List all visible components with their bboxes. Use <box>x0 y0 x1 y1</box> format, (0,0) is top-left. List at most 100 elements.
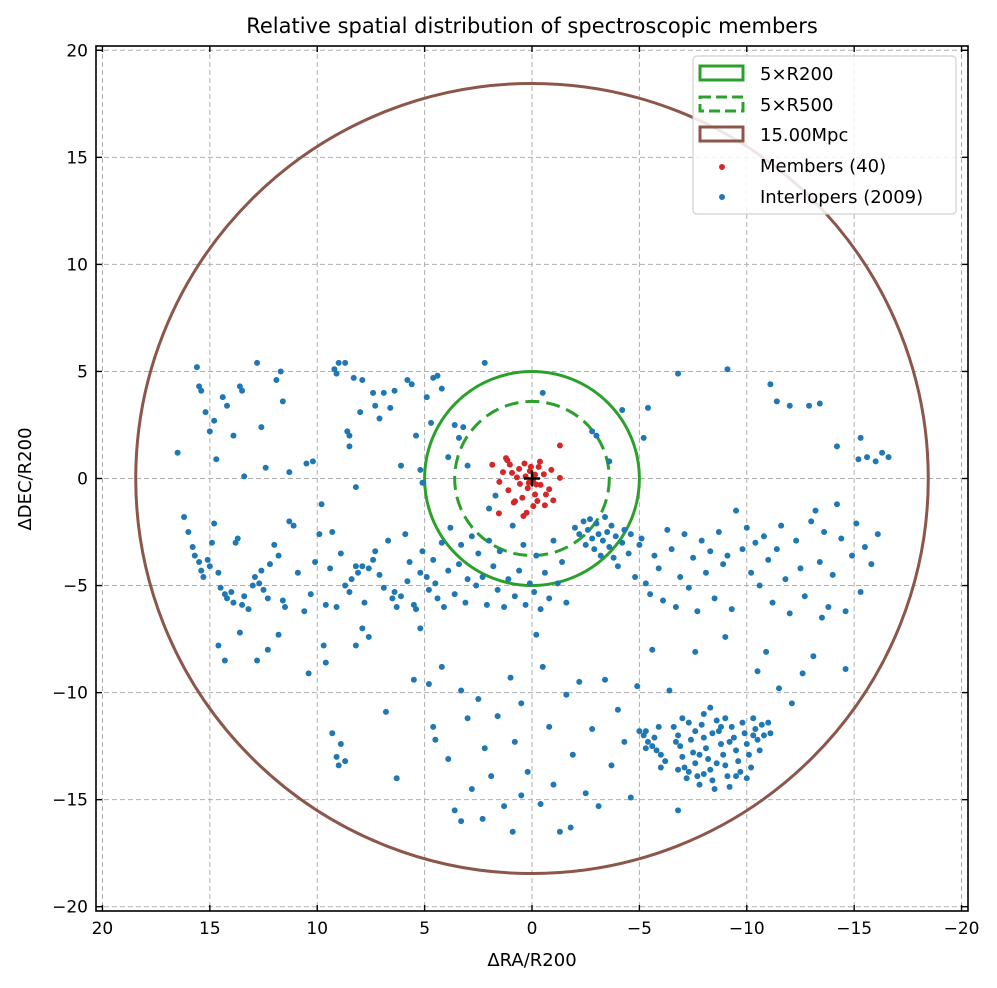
interloper-point <box>271 541 278 548</box>
interloper-point <box>451 421 458 428</box>
legend: 5×R200 5×R500 15.00Mpc Members (40) Inte… <box>692 55 957 215</box>
members-series <box>489 442 563 519</box>
member-point <box>525 479 532 486</box>
interloper-point <box>707 548 714 555</box>
interloper-point <box>685 719 692 726</box>
interloper-point <box>266 561 273 568</box>
member-point <box>535 463 542 470</box>
interloper-point <box>224 595 231 602</box>
interloper-point <box>215 569 222 576</box>
interloper-point <box>445 567 452 574</box>
interloper-point <box>322 601 329 608</box>
interloper-point <box>640 434 647 441</box>
interloper-point <box>782 576 789 583</box>
interloper-point <box>511 738 518 745</box>
interloper-point <box>492 492 499 499</box>
interloper-point <box>312 559 319 566</box>
interloper-point <box>644 738 651 745</box>
interloper-point <box>812 507 819 514</box>
interloper-point <box>479 573 486 580</box>
interloper-point <box>861 544 868 551</box>
interloper-point <box>767 730 774 737</box>
interloper-point <box>677 573 684 580</box>
interloper-point <box>451 591 458 598</box>
interloper-point <box>724 773 731 780</box>
interloper-point <box>462 599 469 606</box>
interloper-point <box>211 520 218 527</box>
interloper-point <box>580 518 587 525</box>
interloper-point <box>885 454 892 461</box>
interloper-point <box>432 580 439 587</box>
interloper-point <box>647 591 654 598</box>
interloper-point <box>842 666 849 673</box>
interloper-point <box>816 559 823 566</box>
y-tick-label: 20 <box>66 41 88 61</box>
interloper-point <box>765 719 772 726</box>
interloper-point <box>215 642 222 649</box>
y-tick-label: 0 <box>77 470 88 490</box>
interloper-point <box>546 595 553 602</box>
interloper-point <box>372 548 379 555</box>
interloper-point <box>413 606 420 613</box>
interloper-point <box>806 402 813 409</box>
interloper-point <box>713 717 720 724</box>
interloper-point <box>621 738 628 745</box>
interloper-point <box>355 569 362 576</box>
interloper-point <box>730 734 737 741</box>
interloper-point <box>329 529 336 536</box>
interloper-point <box>593 432 600 439</box>
interloper-point <box>522 601 529 608</box>
interloper-point <box>320 642 327 649</box>
interloper-point <box>533 631 540 638</box>
interloper-point <box>445 454 452 461</box>
interlopers-series <box>174 359 892 835</box>
interloper-point <box>335 359 342 366</box>
chart-title: Relative spatial distribution of spectro… <box>246 14 818 38</box>
interloper-point <box>595 803 602 810</box>
interloper-point <box>640 732 647 739</box>
interloper-point <box>464 576 471 583</box>
interloper-point <box>857 434 864 441</box>
interloper-point <box>208 539 215 546</box>
member-point <box>536 458 543 465</box>
interloper-point <box>679 753 686 760</box>
interloper-point <box>221 657 228 664</box>
interloper-point <box>359 625 366 632</box>
interloper-point <box>685 768 692 775</box>
interloper-point <box>664 526 671 533</box>
interloper-point <box>778 522 785 529</box>
interloper-point <box>234 535 241 542</box>
interloper-point <box>662 758 669 765</box>
member-point <box>495 510 502 517</box>
member-point <box>519 494 526 501</box>
interloper-point <box>724 552 731 559</box>
interloper-point <box>258 424 265 431</box>
interloper-point <box>621 526 628 533</box>
interloper-point <box>346 588 353 595</box>
interloper-point <box>675 370 682 377</box>
interloper-point <box>638 535 645 542</box>
interloper-point <box>264 595 271 602</box>
interloper-point <box>217 584 224 591</box>
interloper-point <box>483 601 490 608</box>
interloper-point <box>404 377 411 384</box>
interloper-point <box>556 828 563 835</box>
interloper-point <box>236 629 243 636</box>
circle-5-r500 <box>453 399 611 558</box>
interloper-point <box>651 552 658 559</box>
interloper-point <box>750 715 757 722</box>
interloper-point <box>464 462 471 469</box>
interloper-point <box>196 559 203 566</box>
interloper-point <box>479 815 486 822</box>
interloper-point <box>445 755 452 762</box>
interloper-point <box>546 723 553 730</box>
interloper-point <box>496 548 503 555</box>
interloper-point <box>816 400 823 407</box>
interloper-point <box>670 723 677 730</box>
interloper-point <box>342 758 349 765</box>
interloper-point <box>690 554 697 561</box>
interloper-point <box>653 747 660 754</box>
interloper-point <box>756 582 763 589</box>
interloper-point <box>206 428 213 435</box>
